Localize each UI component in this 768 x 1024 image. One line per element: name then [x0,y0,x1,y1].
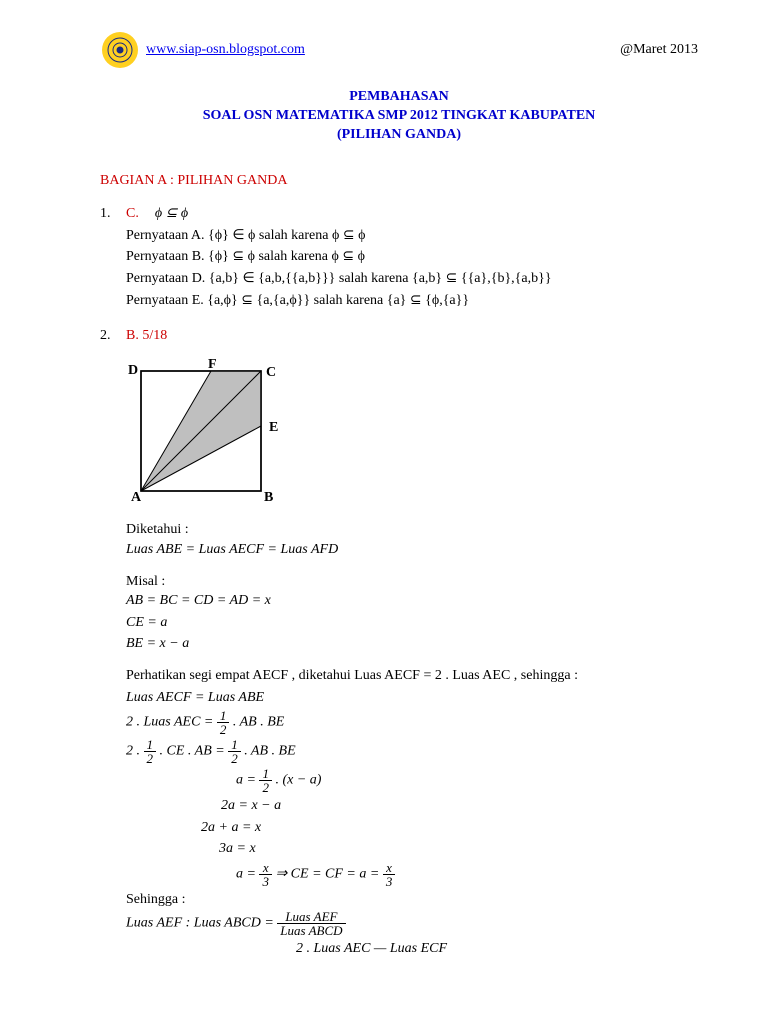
source-link[interactable]: www.siap-osn.blogspot.com [146,40,305,60]
logo-icon [100,30,140,70]
q2-eq0: Luas AECF = Luas ABE [126,688,698,708]
q2-known: Luas ABE = Luas AECF = Luas AFD [126,540,698,560]
q2-diagram: A B C D E F [126,356,698,513]
title-block: PEMBAHASAN SOAL OSN MATEMATIKA SMP 2012 … [100,88,698,145]
q2-answer: B. 5/18 [126,326,167,346]
q2-m2: CE = a [126,613,698,633]
svg-text:A: A [131,490,142,505]
q1-answer-expr: ϕ ⊆ ϕ [155,204,188,224]
q1-stmt-a: Pernyataan A. {ϕ} ∈ ϕ salah karena ϕ ⊆ ϕ [126,226,698,246]
title-line-3: (PILIHAN GANDA) [100,126,698,145]
q2-eq2: 2 . 12 . CE . AB = 12 . AB . BE [126,738,698,765]
document-page: www.siap-osn.blogspot.com @Maret 2013 PE… [0,0,768,980]
q1-answer: C. [126,204,139,224]
q2-number: 2. [100,326,118,346]
q2-misal-label: Misal : [126,572,698,592]
header-date: @Maret 2013 [620,40,698,60]
question-1: 1. C. ϕ ⊆ ϕ [100,204,698,224]
svg-text:F: F [208,357,217,372]
q2-eq1: 2 . Luas AEC = 12 . AB . BE [126,709,698,736]
q1-stmt-d: Pernyataan D. {a,b} ∈ {a,b,{{a,b}}} sala… [126,269,698,289]
svg-text:E: E [269,420,278,435]
q2-ratio-1: Luas AEF : Luas ABCD = Luas AEFLuas ABCD [126,910,698,937]
q1-number: 1. [100,204,118,224]
title-line-1: PEMBAHASAN [100,88,698,107]
q2-derivation: 2 . Luas AEC = 12 . AB . BE 2 . 12 . CE … [126,709,698,888]
svg-text:D: D [128,363,138,378]
title-line-2: SOAL OSN MATEMATIKA SMP 2012 TINGKAT KAB… [100,107,698,126]
section-heading: BAGIAN A : PILIHAN GANDA [100,171,698,191]
q2-eq3: a = 12 . (x − a) [126,767,698,794]
q2-m1: AB = BC = CD = AD = x [126,591,698,611]
q1-stmt-b: Pernyataan B. {ϕ} ⊆ ϕ salah karena ϕ ⊆ ϕ [126,247,698,267]
q2-eq4: 2a = x − a [126,796,698,816]
header: www.siap-osn.blogspot.com @Maret 2013 [100,30,698,70]
q2-eq7: a = x3 ⇒ CE = CF = a = x3 [126,861,698,888]
question-2: 2. B. 5/18 [100,326,698,346]
header-left: www.siap-osn.blogspot.com [100,30,305,70]
q2-eq5: 2a + a = x [126,818,698,838]
svg-text:C: C [266,365,276,380]
svg-text:B: B [264,490,273,505]
q2-known-label: Diketahui : [126,520,698,540]
q2-note: Perhatikan segi empat AECF , diketahui L… [126,666,698,686]
q2-m3: BE = x − a [126,634,698,654]
q1-stmt-e: Pernyataan E. {a,ϕ} ⊆ {a,{a,ϕ}} salah ka… [126,291,698,311]
q2-ratio-2: 2 . Luas AEC — Luas ECF [126,939,698,959]
q2-sehingga: Sehingga : [126,890,698,910]
q2-eq6: 3a = x [126,839,698,859]
